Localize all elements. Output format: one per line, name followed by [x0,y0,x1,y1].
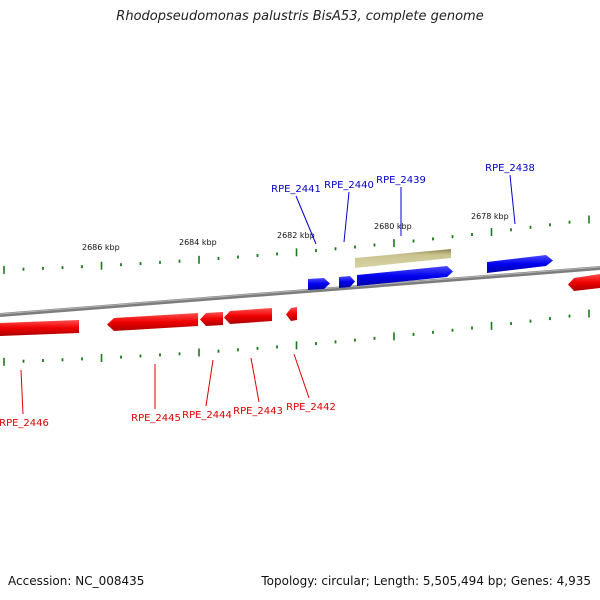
tick-ruler-reverse [3,309,590,366]
gene-label-rpe-2440: RPE_2440 [324,180,374,191]
genome-backbone [0,266,600,317]
gene-label-rpe-2446: RPE_2446 [0,418,49,429]
gene-label-rpe-2445: RPE_2445 [131,413,181,424]
leader-line [20,369,24,415]
gene-rpe-2438[interactable] [487,255,553,273]
gene-rpe-2446[interactable] [0,320,79,336]
kbp-label: 2678 kbp [471,212,509,221]
gene-rpe-2440[interactable] [339,276,355,288]
gene-label-rpe-2443: RPE_2443 [233,406,283,417]
kbp-label: 2686 kbp [82,243,120,252]
gene-label-rpe-2442: RPE_2442 [286,402,336,413]
leader-line [250,357,260,403]
gene-label-rpe-2444: RPE_2444 [182,410,232,421]
kbp-label: 2682 kbp [277,231,315,240]
leader-line [343,191,350,243]
page-title: Rhodopseudomonas palustris BisA53, compl… [116,9,484,24]
leader-line [509,174,516,225]
leader-line [295,195,317,245]
kbp-label: 2680 kbp [374,222,412,231]
accession-text: Accession: NC_008435 [8,574,145,588]
genome-info-text: Topology: circular; Length: 5,505,494 bp… [261,574,591,588]
tick-ruler-forward [3,215,590,274]
leader-line [293,353,310,399]
gene-rpe-2441[interactable] [308,278,330,290]
gene-rpe-2445[interactable] [107,313,198,331]
leader-line [205,359,214,407]
gene-label-rpe-2439: RPE_2439 [376,175,426,186]
gene-label-rpe-2441: RPE_2441 [271,184,321,195]
kbp-label: 2684 kbp [179,238,217,247]
gene-partial-right[interactable] [568,274,600,291]
gene-label-rpe-2438: RPE_2438 [485,163,535,174]
gene-rpe-2442[interactable] [286,307,297,321]
gene-rpe-2444[interactable] [200,312,223,326]
gene-rpe-2439[interactable] [357,266,453,286]
feature-bar[interactable] [355,249,451,268]
gene-rpe-2443[interactable] [224,308,272,324]
